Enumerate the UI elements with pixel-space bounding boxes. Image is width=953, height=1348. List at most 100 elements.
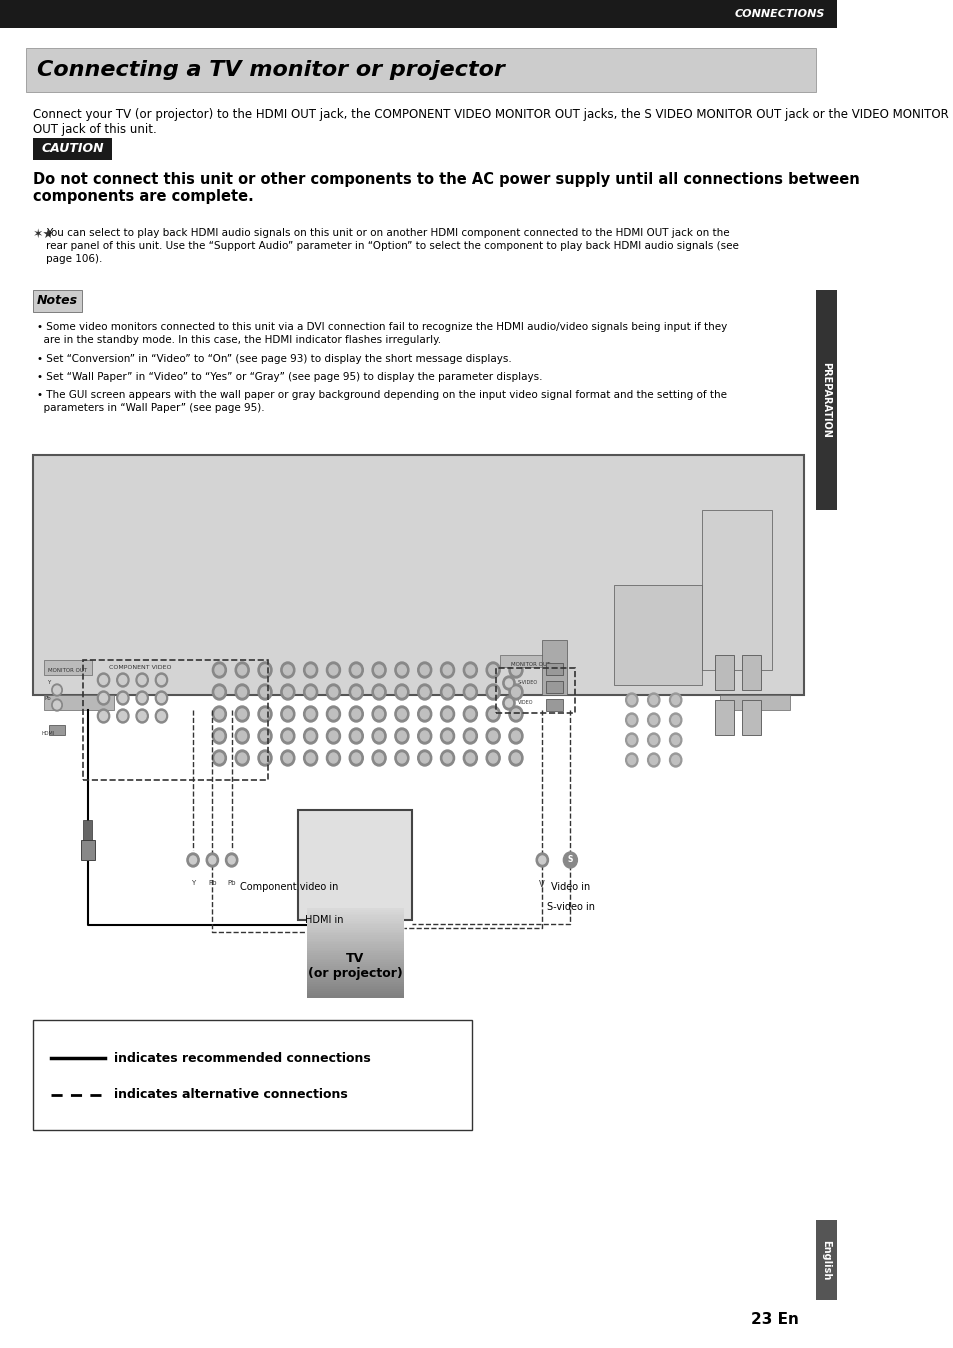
Circle shape	[625, 733, 638, 747]
Text: Connect your TV (or projector) to the HDMI OUT jack, the COMPONENT VIDEO MONITOR: Connect your TV (or projector) to the HD…	[33, 108, 948, 136]
Text: PREPARATION: PREPARATION	[821, 363, 831, 438]
Circle shape	[157, 675, 165, 685]
Circle shape	[260, 665, 269, 675]
Bar	[33, 137, 112, 160]
Circle shape	[329, 709, 337, 718]
Circle shape	[397, 687, 406, 697]
Text: ✶★: ✶★	[33, 228, 55, 241]
Circle shape	[463, 749, 476, 766]
Bar	[307, 941, 403, 942]
Bar	[307, 922, 403, 925]
Circle shape	[397, 709, 406, 718]
Bar	[307, 927, 403, 930]
Text: indicates recommended connections: indicates recommended connections	[114, 1051, 371, 1065]
Bar	[307, 938, 403, 941]
Bar	[307, 985, 403, 987]
Circle shape	[420, 665, 429, 675]
Text: Y: Y	[191, 880, 195, 886]
Circle shape	[235, 683, 249, 700]
Circle shape	[627, 736, 635, 744]
Circle shape	[237, 687, 246, 697]
Bar	[307, 984, 403, 985]
Circle shape	[157, 693, 165, 702]
Circle shape	[280, 683, 294, 700]
Circle shape	[417, 728, 432, 744]
Circle shape	[214, 731, 224, 741]
Circle shape	[486, 683, 499, 700]
Circle shape	[257, 728, 272, 744]
Circle shape	[647, 733, 659, 747]
Text: HDMI in: HDMI in	[305, 915, 344, 925]
Circle shape	[625, 713, 638, 727]
Circle shape	[463, 662, 476, 678]
Circle shape	[671, 696, 679, 705]
Bar	[307, 995, 403, 996]
Circle shape	[257, 706, 272, 723]
Circle shape	[119, 693, 127, 702]
Bar	[307, 973, 403, 975]
Bar	[307, 931, 403, 933]
Circle shape	[213, 662, 226, 678]
Circle shape	[669, 733, 681, 747]
Circle shape	[420, 687, 429, 697]
Circle shape	[420, 709, 429, 718]
Text: indicates alternative connections: indicates alternative connections	[114, 1088, 348, 1101]
Circle shape	[443, 687, 452, 697]
Bar	[307, 933, 403, 936]
Text: • Set “Wall Paper” in “Video” to “Yes” or “Gray” (see page 95) to display the pa: • Set “Wall Paper” in “Video” to “Yes” o…	[37, 372, 542, 381]
Circle shape	[228, 856, 235, 864]
Circle shape	[213, 728, 226, 744]
Bar	[44, 696, 114, 710]
Bar	[307, 930, 403, 931]
Circle shape	[329, 754, 337, 763]
Bar	[307, 992, 403, 995]
Circle shape	[235, 749, 249, 766]
Circle shape	[280, 728, 294, 744]
Circle shape	[372, 728, 386, 744]
Circle shape	[395, 662, 409, 678]
Bar	[307, 957, 403, 958]
Bar	[307, 946, 403, 948]
Circle shape	[627, 755, 635, 764]
Circle shape	[375, 665, 383, 675]
Circle shape	[349, 683, 363, 700]
Bar	[496, 669, 574, 713]
Bar	[33, 290, 82, 311]
Bar	[307, 989, 403, 991]
Text: You can select to play back HDMI audio signals on this unit or on another HDMI c: You can select to play back HDMI audio s…	[46, 228, 738, 264]
Bar	[307, 980, 403, 981]
Circle shape	[119, 675, 127, 685]
Circle shape	[395, 728, 409, 744]
Circle shape	[119, 712, 127, 720]
Circle shape	[138, 712, 146, 720]
Text: S-VIDEO: S-VIDEO	[517, 681, 537, 686]
Bar	[307, 936, 403, 937]
Circle shape	[53, 686, 60, 694]
Circle shape	[505, 700, 512, 706]
Bar	[33, 1020, 472, 1130]
Circle shape	[511, 709, 519, 718]
Circle shape	[235, 728, 249, 744]
Bar	[307, 996, 403, 999]
Bar	[701, 510, 771, 670]
Circle shape	[465, 754, 475, 763]
Bar	[44, 661, 92, 675]
Text: V: V	[538, 880, 544, 888]
Bar	[307, 952, 403, 953]
Circle shape	[260, 731, 269, 741]
Bar	[307, 958, 403, 960]
Circle shape	[138, 675, 146, 685]
Circle shape	[235, 706, 249, 723]
Circle shape	[417, 662, 432, 678]
Circle shape	[306, 731, 314, 741]
Bar	[307, 991, 403, 992]
Circle shape	[671, 755, 679, 764]
Circle shape	[671, 736, 679, 744]
Circle shape	[352, 754, 360, 763]
Text: S-video in: S-video in	[546, 902, 594, 913]
Circle shape	[649, 736, 657, 744]
Circle shape	[505, 679, 512, 687]
Circle shape	[283, 709, 292, 718]
Circle shape	[326, 706, 340, 723]
Circle shape	[349, 728, 363, 744]
